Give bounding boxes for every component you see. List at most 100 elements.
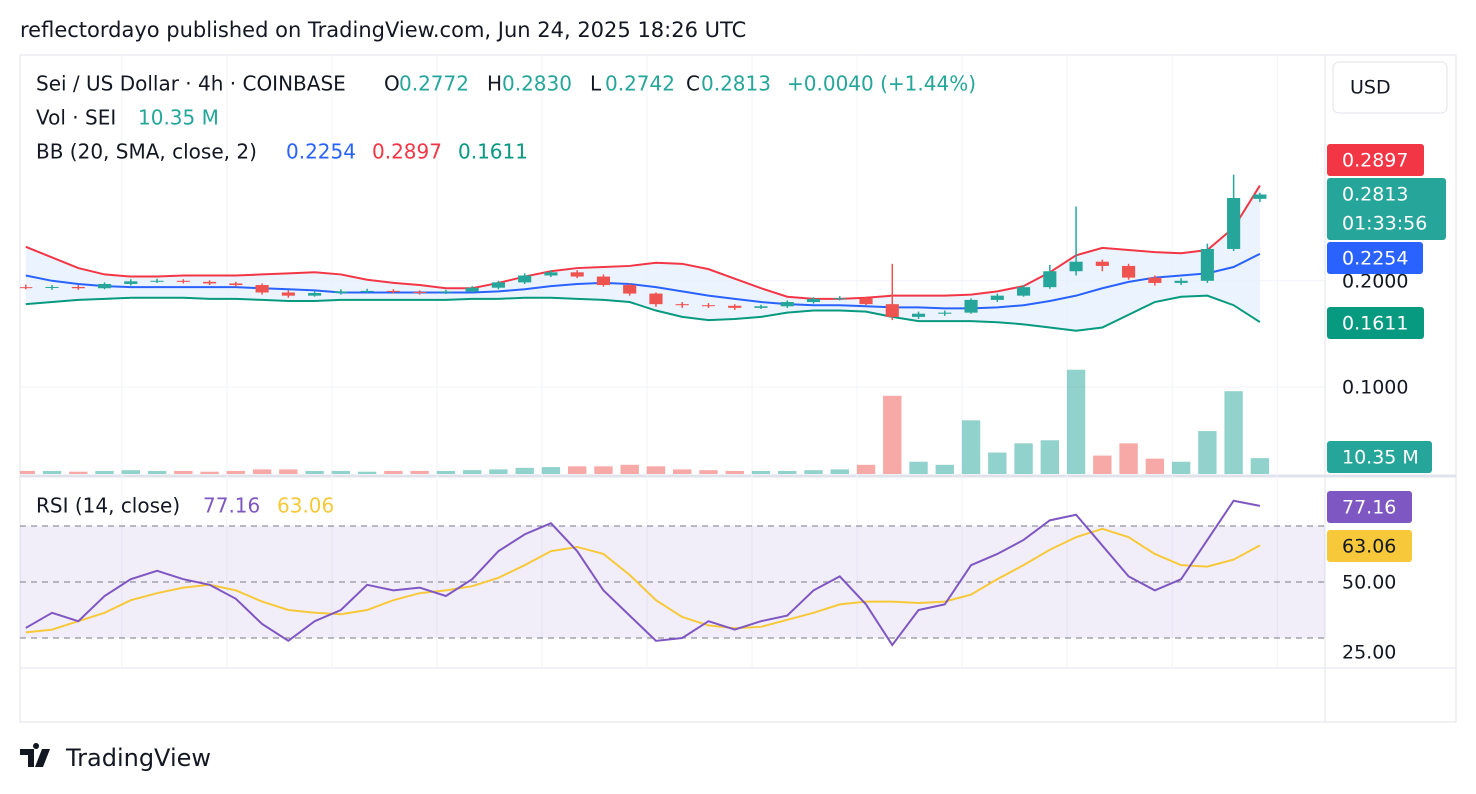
candle-body: [623, 285, 637, 294]
rsi-badge: [1327, 491, 1412, 523]
x-tick-label: 23: [1160, 686, 1184, 708]
last-price-badge-text: 0.2813: [1342, 184, 1408, 206]
symbol-title: Sei / US Dollar · 4h · COINBASE: [36, 72, 346, 96]
volume-bar: [95, 470, 114, 474]
ohlc-key: H: [487, 72, 502, 96]
candle-body: [911, 313, 926, 317]
y-tick-label: 50.00: [1342, 571, 1396, 593]
candle-body: [1122, 265, 1136, 278]
volume-bar: [462, 470, 482, 474]
rsi-line: [25, 527, 1261, 634]
rsi-line: [25, 499, 1261, 647]
candle-body: [229, 283, 243, 286]
candle-body: [938, 312, 952, 314]
candle-body: [964, 299, 978, 313]
bb-upper-badge-text: 0.2897: [1342, 150, 1408, 172]
candle-body: [255, 285, 269, 293]
candle-body: [1016, 287, 1031, 296]
volume-bar: [410, 470, 429, 474]
logo-mark: [20, 743, 50, 767]
volume-bar: [646, 466, 666, 474]
candle-body: [1227, 198, 1241, 249]
x-tick-label: Jun: [1, 686, 32, 708]
last-price-badge: [1327, 178, 1446, 240]
candle-body: [465, 287, 479, 292]
candle-body: [439, 291, 453, 293]
candle-body: [360, 290, 374, 292]
volume-bar: [804, 470, 823, 474]
volume-bar: [121, 470, 140, 474]
volume-bar: [856, 464, 876, 474]
candle-body: [596, 276, 611, 286]
tradingview-logo: TradingView: [20, 743, 211, 772]
volume-bar: [988, 452, 1007, 474]
currency-button[interactable]: [1332, 61, 1448, 114]
candle-body: [780, 302, 794, 307]
volume-bar: [436, 470, 456, 474]
volume-badge-text: 10.35 M: [1342, 447, 1419, 469]
volume-bar: [200, 471, 219, 474]
ohlc-value: 0.2830: [502, 72, 572, 96]
bb-legend-value: 0.2897: [372, 140, 442, 164]
bb-basis-badge-text: 0.2254: [1342, 248, 1408, 270]
volume-bar: [20, 470, 35, 474]
ohlc-key: O: [384, 72, 400, 96]
volume-badge: [1327, 441, 1432, 473]
rsi-legend-value: 63.06: [277, 494, 334, 518]
rsi-badge-text: 77.16: [1342, 497, 1396, 519]
ohlc-value: 0.2772: [399, 72, 469, 96]
candle-body: [701, 305, 716, 307]
volume-bar: [1040, 440, 1060, 474]
candle-body: [176, 280, 190, 282]
ohlc-value: 0.2813: [701, 72, 771, 96]
volume-legend-value: 10.35 M: [138, 106, 219, 130]
volume-bar: [909, 461, 928, 474]
bb-line: [25, 294, 1261, 332]
candle-body: [97, 283, 112, 289]
rsi-legend: RSI (14, close): [36, 494, 180, 518]
x-tick-label: 7: [326, 686, 338, 708]
candle-body: [649, 293, 663, 305]
candle-body: [859, 298, 873, 305]
volume-bar: [620, 464, 639, 474]
candle-body: [1148, 277, 1162, 283]
volume-bar: [331, 470, 351, 474]
ohlc-value: 0.2742: [605, 72, 675, 96]
candle-body: [570, 272, 584, 277]
candle-body: [728, 305, 742, 308]
volume-bar: [1198, 431, 1217, 474]
candle-body: [308, 293, 322, 296]
bb-basis-badge: [1327, 242, 1423, 274]
volume-legend: Vol · SEI: [36, 106, 116, 130]
candle-body: [675, 304, 689, 306]
candle-body: [334, 291, 348, 294]
ohlc-key: C: [686, 72, 700, 96]
x-tick-label: 15: [740, 686, 764, 708]
volume-bar: [751, 470, 771, 474]
candle-body: [990, 295, 1004, 300]
ohlc-key: L: [590, 72, 602, 96]
bb-lower-badge: [1327, 307, 1424, 339]
y-tick-label: 25.00: [1342, 642, 1396, 664]
volume-bar: [699, 470, 718, 474]
x-tick-label: 19: [950, 686, 974, 708]
volume-bar: [69, 471, 88, 474]
volume-bar: [1014, 443, 1033, 474]
candle-body: [544, 272, 558, 276]
volume-bar: [357, 471, 377, 474]
candle-body: [491, 282, 505, 288]
volume-bar: [42, 470, 62, 474]
volume-bar: [567, 466, 587, 474]
bb-line: [25, 252, 1261, 310]
x-tick-label: 13: [635, 686, 659, 708]
volume-bar: [883, 395, 902, 474]
x-tick-label: 21: [1055, 686, 1079, 708]
bb-fill: [25, 185, 1260, 331]
candle-body: [1069, 261, 1083, 272]
volume-bar: [830, 469, 849, 474]
chart-frame: [19, 54, 1457, 723]
candle-body: [281, 292, 295, 296]
volume-bar: [1171, 461, 1191, 474]
